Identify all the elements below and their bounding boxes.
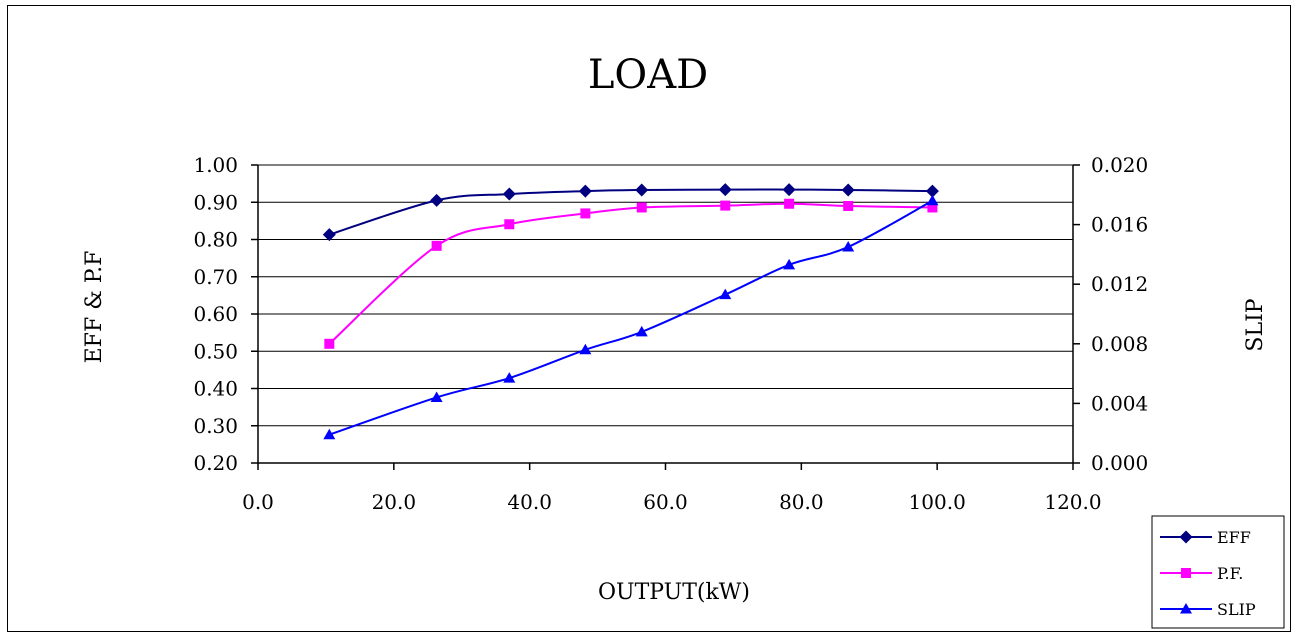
legend-marker-pf: [1181, 568, 1191, 578]
data-point-eff: [430, 193, 444, 207]
y2-tick-label: 0.020: [1091, 153, 1148, 177]
data-point-slip: [783, 258, 796, 270]
data-point-slip: [719, 288, 732, 300]
data-point-pf: [431, 240, 442, 251]
legend-label-pf: P.F.: [1217, 564, 1243, 583]
chart-title: LOAD: [588, 52, 708, 98]
y-tick-label: 0.20: [193, 451, 238, 475]
data-point-slip: [323, 428, 336, 440]
y2-tick-label: 0.016: [1091, 213, 1148, 237]
series-layer: [322, 183, 939, 440]
chart-frame: [7, 5, 1291, 632]
y2-tick-label: 0.000: [1091, 451, 1148, 475]
y2-axis-title: SLIP: [1243, 298, 1268, 351]
y-tick-label: 0.30: [193, 414, 238, 438]
legend-label-eff: EFF: [1217, 528, 1251, 547]
data-point-pf: [636, 202, 647, 213]
data-point-pf: [843, 200, 854, 211]
series-line-pf: [328, 202, 933, 345]
x-axis-title: OUTPUT(kW): [598, 580, 750, 605]
data-point-slip: [635, 325, 648, 337]
y-tick-label: 0.70: [193, 265, 238, 289]
y2-tick-label: 0.004: [1091, 391, 1148, 415]
data-point-pf: [504, 219, 515, 230]
y-axis-left: 0.20 0.30 0.40 0.50 0.60 0.70 0.80 0.90 1.00: [193, 153, 258, 475]
series-eff: [322, 183, 939, 242]
data-point-eff: [841, 183, 855, 197]
y2-tick-label: 0.008: [1091, 332, 1148, 356]
data-point-pf: [784, 198, 795, 209]
data-point-slip: [579, 343, 592, 355]
y-tick-label: 0.90: [193, 190, 238, 214]
gridlines: [258, 164, 1073, 464]
series-line-slip: [328, 199, 933, 436]
data-point-slip: [842, 240, 855, 252]
series-line-eff: [329, 188, 933, 236]
data-point-eff: [718, 183, 732, 197]
y-tick-label: 0.80: [193, 228, 238, 252]
y-axis-title: EFF & P.F: [82, 251, 107, 364]
x-tick-label: 0.0: [242, 490, 274, 514]
y-axis-right: 0.000 0.004 0.008 0.012 0.016 0.020: [1073, 153, 1148, 475]
data-point-eff: [578, 184, 592, 198]
y-tick-label: 0.60: [193, 302, 238, 326]
x-tick-label: 80.0: [779, 490, 824, 514]
data-point-slip: [926, 194, 939, 206]
data-point-eff: [502, 187, 516, 201]
legend-marker-slip: [1180, 603, 1192, 614]
data-point-pf: [580, 208, 591, 219]
x-tick-label: 60.0: [643, 490, 688, 514]
data-point-pf: [324, 338, 335, 349]
data-point-pf: [927, 202, 938, 213]
series-slip: [323, 194, 939, 440]
series-pf: [324, 198, 938, 349]
y-tick-label: 0.40: [193, 377, 238, 401]
legend-marker-eff: [1179, 530, 1193, 544]
data-point-eff: [322, 228, 336, 242]
data-point-pf: [720, 200, 731, 211]
x-tick-label: 100.0: [909, 490, 966, 514]
data-point-slip: [430, 391, 443, 402]
data-point-eff: [925, 184, 939, 198]
y2-tick-label: 0.012: [1091, 272, 1148, 296]
x-tick-label: 120.0: [1044, 490, 1101, 514]
legend: EFF P.F. SLIP: [1151, 515, 1285, 629]
y-tick-label: 1.00: [193, 153, 238, 177]
y-tick-label: 0.50: [193, 339, 238, 363]
data-point-eff: [782, 183, 796, 197]
legend-label-slip: SLIP: [1217, 600, 1256, 619]
data-point-eff: [635, 183, 649, 197]
x-axis: 0.0 20.0 40.0 60.0 80.0 100.0 120.0: [242, 463, 1102, 514]
x-tick-label: 20.0: [372, 490, 417, 514]
data-point-slip: [503, 372, 516, 383]
x-tick-label: 40.0: [507, 490, 552, 514]
